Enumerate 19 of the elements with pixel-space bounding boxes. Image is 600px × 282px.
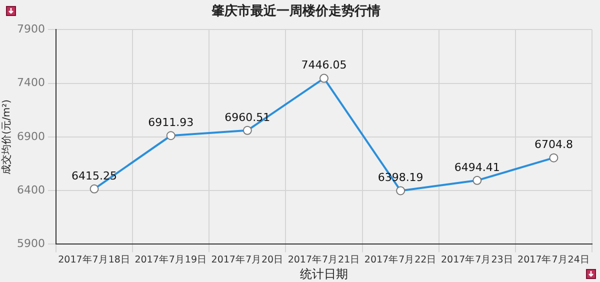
chart-title: 肇庆市最近一周楼价走势行情	[210, 3, 380, 20]
x-tick-label: 2017年7月23日	[440, 253, 514, 266]
data-label: 6494.41	[454, 160, 500, 174]
x-tick-label: 2017年7月24日	[518, 253, 590, 266]
x-axis-title: 统计日期	[300, 266, 348, 281]
x-tick-label: 2017年7月19日	[134, 253, 208, 266]
data-label: 6911.93	[148, 116, 194, 129]
x-tick-label: 2017年7月21日	[288, 253, 360, 266]
data-label: 7446.05	[301, 58, 347, 72]
x-tick-label: 2017年7月20日	[211, 253, 284, 266]
x-tick-label: 2017年7月18日	[58, 253, 130, 266]
x-tick-label: 2017年7月22日	[364, 253, 437, 266]
y-tick-label: 7400	[16, 76, 45, 90]
data-label: 6704.8	[534, 138, 573, 152]
y-axis-title: 成交均价(元/m²)	[0, 99, 13, 174]
y-tick-label: 5900	[16, 237, 45, 250]
y-tick-label: 7900	[16, 22, 45, 36]
y-tick-label: 6400	[16, 183, 45, 196]
y-tick-label: 6900	[16, 130, 45, 143]
